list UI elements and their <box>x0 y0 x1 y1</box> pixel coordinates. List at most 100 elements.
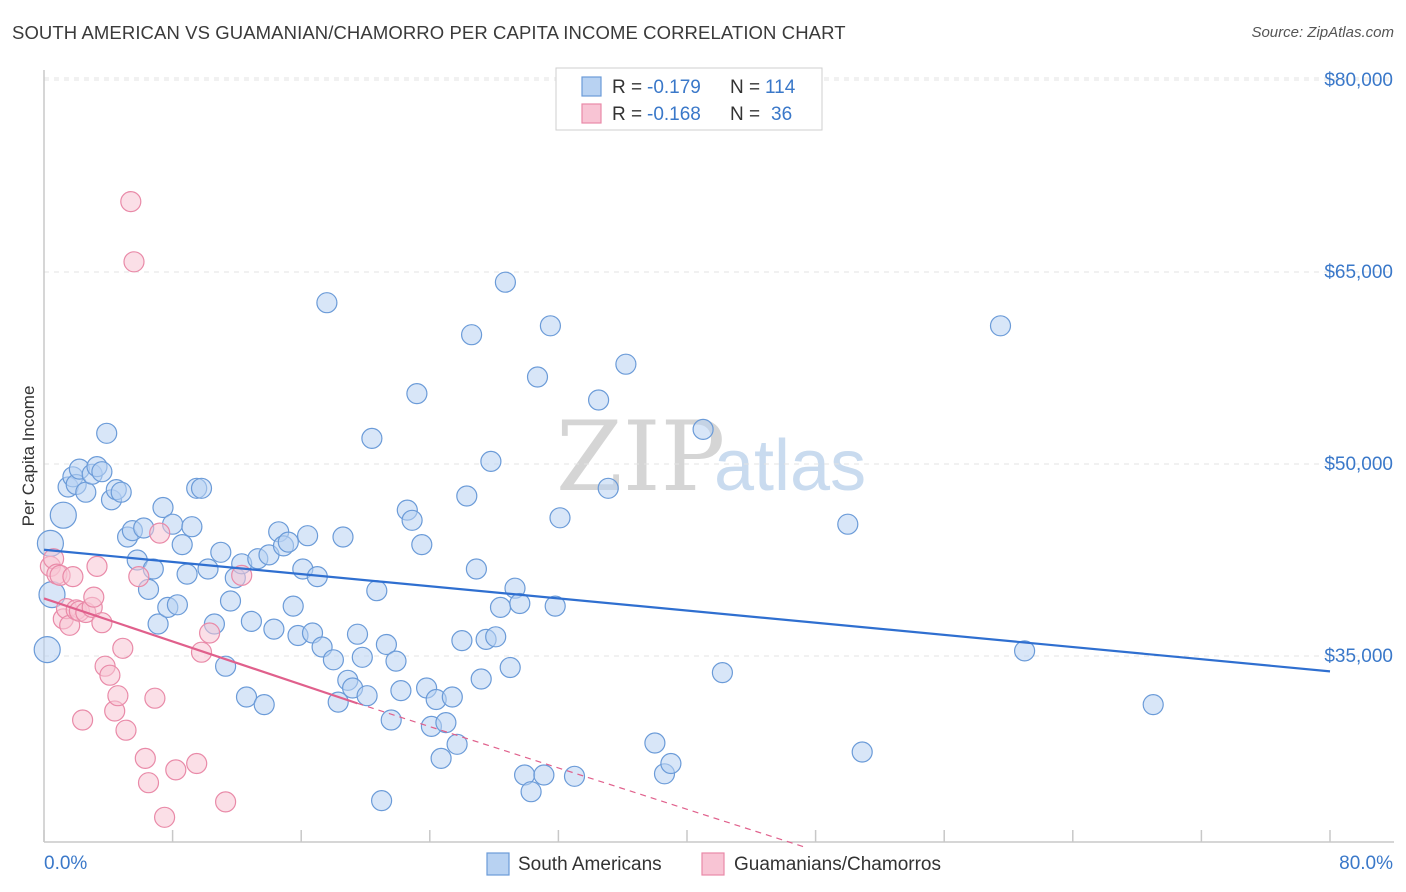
sa-point-67 <box>375 633 397 656</box>
sa-point-61 <box>346 623 369 645</box>
sa-point-85 <box>465 558 487 580</box>
sa-point-58 <box>332 526 354 548</box>
sa-point-15 <box>110 481 132 503</box>
gc-point-21 <box>115 719 137 741</box>
sa-point-83 <box>456 485 478 507</box>
sa-point-47 <box>277 531 299 553</box>
y-tick-label-2: $50,000 <box>1324 454 1393 475</box>
sa-point-34 <box>210 541 232 563</box>
gc-point-34 <box>215 791 237 813</box>
legend-r-value-pink: -0.168 <box>647 104 701 125</box>
gc-point-27 <box>144 687 166 709</box>
sa-point-65 <box>366 580 388 602</box>
gc-point-10 <box>71 709 94 731</box>
sa-point-44 <box>263 618 285 640</box>
sa-point-82 <box>451 629 473 652</box>
sa-point-99 <box>539 315 562 337</box>
sa-point-115 <box>1142 693 1164 716</box>
bottom-legend-swatch-blue <box>486 852 510 876</box>
legend-n-label-blue: N = <box>730 77 760 98</box>
sa-point-79 <box>435 711 457 734</box>
sa-point-8 <box>75 481 97 503</box>
sa-point-69 <box>385 650 407 672</box>
sa-point-48 <box>282 595 304 617</box>
sa-point-86 <box>470 668 492 690</box>
legend-r-label-pink: R = <box>612 104 642 125</box>
y-tick-labels: $80,000 $65,000 $50,000 $35,000 <box>1324 70 1393 667</box>
sa-point-89 <box>485 626 507 648</box>
sa-point-101 <box>549 507 571 529</box>
sa-point-72 <box>401 509 423 531</box>
gc-point-17 <box>99 664 121 686</box>
gc-point-35 <box>231 564 253 587</box>
sa-point-108 <box>660 752 682 775</box>
sa-point-111 <box>837 513 859 535</box>
sa-point-98 <box>533 764 555 786</box>
sa-point-109 <box>692 418 714 440</box>
chart-title: SOUTH AMERICAN VS GUAMANIAN/CHAMORRO PER… <box>12 22 846 43</box>
sa-point-26 <box>166 594 188 616</box>
gc-point-30 <box>165 759 187 781</box>
sa-point-105 <box>615 353 637 375</box>
bottom-legend-swatch-pink <box>701 852 725 876</box>
sa-point-91 <box>494 271 516 293</box>
source-label: Source: ZipAtlas.com <box>1251 24 1394 41</box>
sa-point-56 <box>322 649 344 671</box>
series-guamanians-chamorros <box>39 191 253 828</box>
gc-point-28 <box>149 522 171 544</box>
sa-point-112 <box>851 741 873 763</box>
legend-swatch-blue <box>581 76 602 97</box>
legend-n-label-pink: N = <box>730 104 760 125</box>
sa-point-39 <box>235 686 258 708</box>
sa-point-80 <box>441 686 463 708</box>
sa-point-23 <box>152 496 174 519</box>
gc-point-24 <box>128 565 150 588</box>
sa-point-11 <box>91 461 113 483</box>
y-tick-label-0: $80,000 <box>1324 70 1393 91</box>
sa-point-96 <box>520 781 542 803</box>
sa-point-27 <box>171 533 193 556</box>
gc-point-26 <box>137 772 160 794</box>
trend-line-guamanians-extension <box>357 702 808 849</box>
sa-point-62 <box>351 646 373 668</box>
legend-swatch-pink <box>581 103 602 124</box>
gc-point-19 <box>107 685 129 707</box>
sa-point-104 <box>597 477 619 499</box>
legend-n-value-pink: 36 <box>771 104 792 125</box>
sa-point-12 <box>96 422 118 444</box>
sa-point-22 <box>147 613 169 635</box>
series-legend: South Americans Guamanians/Chamorros <box>486 852 941 876</box>
sa-point-97 <box>526 366 549 388</box>
correlation-legend: R = -0.179 N = 114 R = -0.168 N = 36 <box>555 67 823 131</box>
y-tick-label-1: $65,000 <box>1324 262 1393 283</box>
sa-point-88 <box>480 450 502 472</box>
sa-point-31 <box>190 477 213 499</box>
sa-point-0 <box>33 635 61 664</box>
sa-point-74 <box>411 533 433 556</box>
trend-lines <box>43 548 1331 849</box>
x-axis-ticks <box>43 830 1331 842</box>
sa-point-66 <box>371 789 393 812</box>
sa-point-81 <box>446 733 468 755</box>
x-tick-label-max: 80.0% <box>1339 853 1393 874</box>
gc-point-14 <box>86 555 108 578</box>
sa-point-32 <box>197 558 219 580</box>
sa-point-100 <box>544 595 566 617</box>
sa-point-3 <box>49 501 77 529</box>
bottom-legend-label-south-americans: South Americans <box>518 854 662 875</box>
sa-point-114 <box>1013 640 1036 662</box>
sa-point-57 <box>327 691 349 713</box>
watermark-zip: ZIP <box>556 401 725 513</box>
sa-point-70 <box>390 679 412 702</box>
gc-point-29 <box>154 806 176 828</box>
gc-point-7 <box>62 565 84 588</box>
sa-point-110 <box>711 661 734 684</box>
gc-point-33 <box>199 622 221 644</box>
gc-point-31 <box>186 752 208 775</box>
gc-point-20 <box>112 637 134 659</box>
legend-r-label-blue: R = <box>612 77 642 98</box>
sa-point-103 <box>587 389 610 411</box>
x-tick-label-min: 0.0% <box>44 853 87 874</box>
sa-point-90 <box>489 596 512 619</box>
